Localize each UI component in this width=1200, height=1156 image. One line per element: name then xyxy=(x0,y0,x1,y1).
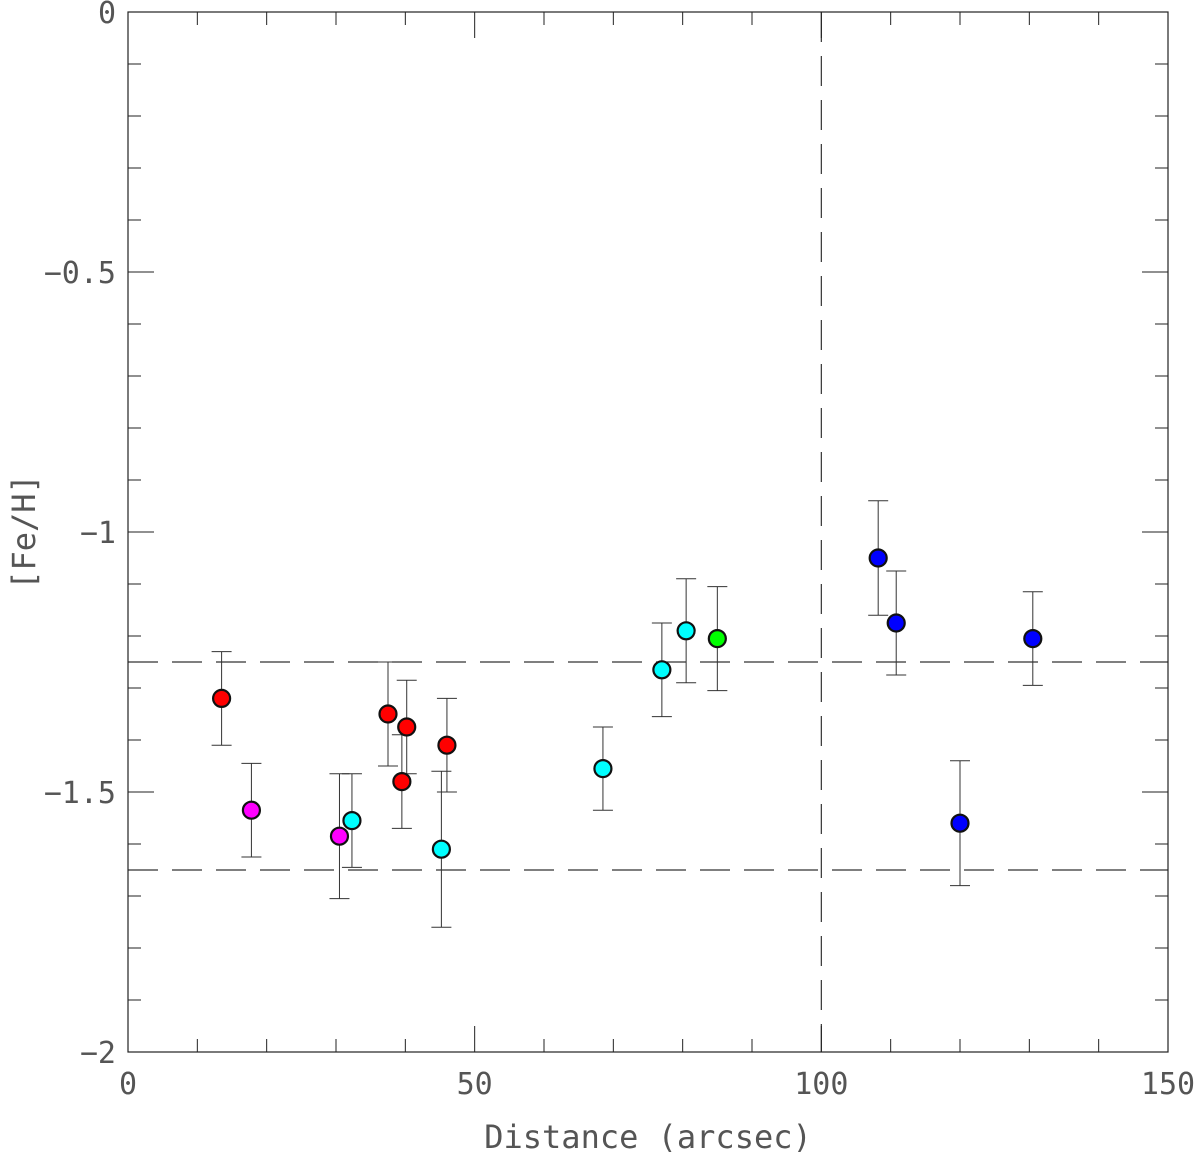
data-point-red xyxy=(212,688,232,709)
y-axis-title: [Fe/H] xyxy=(5,474,43,590)
data-point-magenta xyxy=(241,800,262,820)
data-point-red xyxy=(378,704,398,724)
data-point-blue xyxy=(1023,628,1043,649)
error-bars xyxy=(211,500,1043,928)
data-point-cyan xyxy=(342,810,362,831)
y-tick-label: −1.5 xyxy=(44,776,116,811)
data-point-red xyxy=(437,735,457,755)
x-tick-label: 50 xyxy=(457,1067,493,1102)
x-tick-label: 150 xyxy=(1141,1067,1195,1102)
data-point-magenta xyxy=(329,826,350,846)
y-tick-label: −1 xyxy=(80,516,116,551)
plot-frame xyxy=(127,11,1169,1053)
data-point-blue xyxy=(950,813,970,833)
data-point-cyan xyxy=(593,758,613,779)
data-point-blue xyxy=(868,548,888,568)
reference-lines xyxy=(128,12,1168,1052)
tick-labels: 0 50 100 150 0 −0.5 −1 −1.5 −2 xyxy=(44,0,1195,1102)
axis-ticks xyxy=(127,11,1169,1053)
data-point-cyan xyxy=(652,660,672,680)
data-point-green xyxy=(707,628,727,649)
y-tick-label: −0.5 xyxy=(44,256,116,291)
x-tick-label: 0 xyxy=(119,1067,137,1102)
y-tick-label: 0 xyxy=(98,0,116,31)
x-tick-label: 100 xyxy=(794,1067,848,1102)
data-point-red xyxy=(397,717,417,737)
data-point-blue xyxy=(886,613,906,633)
y-tick-label: −2 xyxy=(80,1036,116,1071)
data-point-cyan xyxy=(431,839,451,859)
x-axis-title: Distance (arcsec) xyxy=(484,1118,812,1156)
data-point-cyan xyxy=(676,621,696,641)
data-points xyxy=(212,548,1043,859)
data-point-red xyxy=(392,771,412,792)
